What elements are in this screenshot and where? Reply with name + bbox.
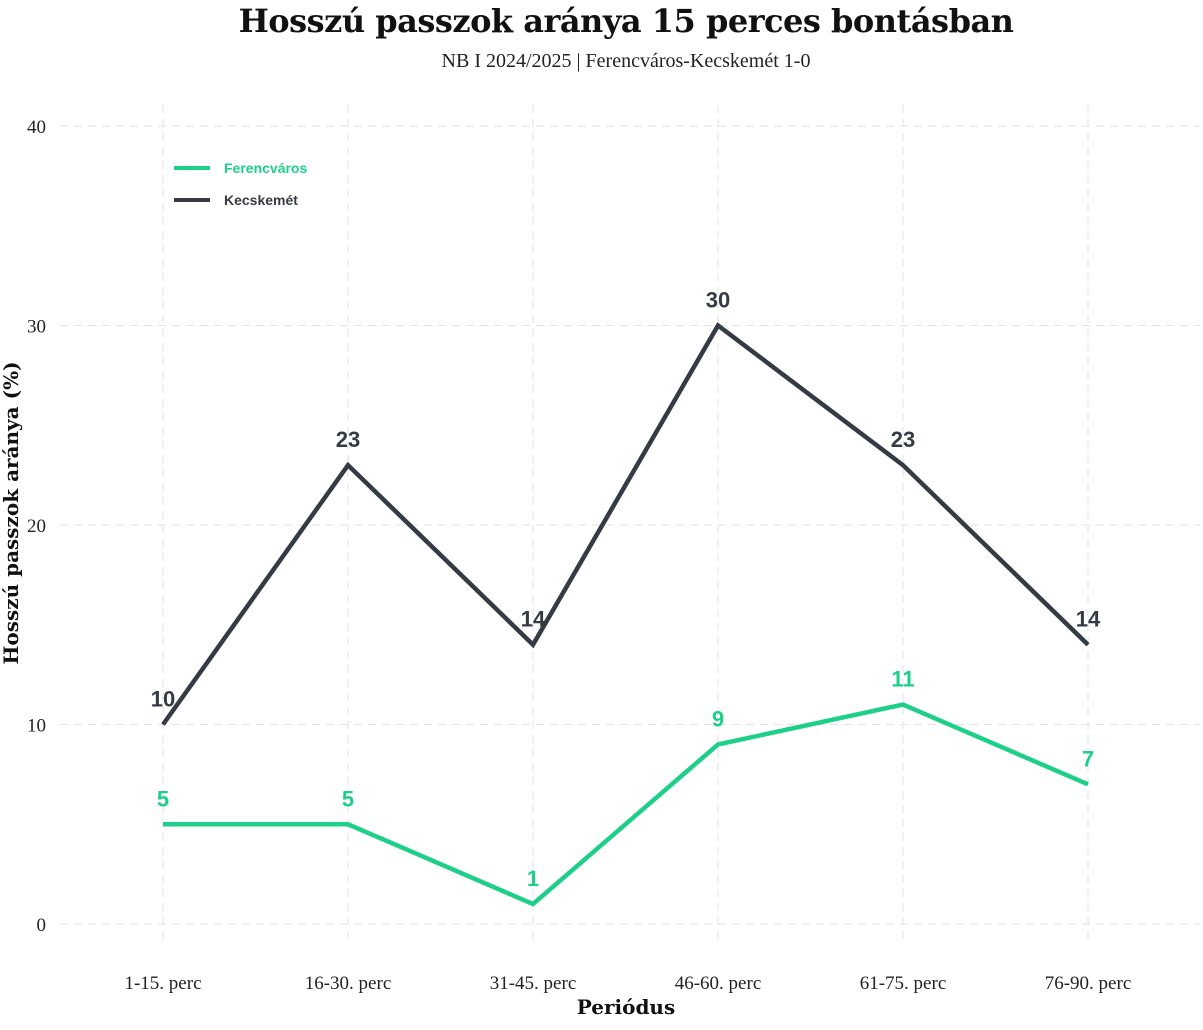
y-axis-ticks: 0 10 20 30 40 — [27, 117, 46, 936]
legend-label: Kecskemét — [224, 192, 298, 208]
data-labels: 5 5 1 9 11 7 10 23 14 30 23 14 — [151, 288, 1101, 892]
chart-title: Hosszú passzok aránya 15 perces bontásba… — [238, 2, 1014, 40]
y-tick-label: 30 — [27, 317, 46, 338]
x-tick-label: 31-45. perc — [490, 973, 577, 994]
legend: Ferencváros Kecskemét — [174, 160, 307, 208]
data-label: 5 — [342, 786, 354, 811]
x-tick-label: 1-15. perc — [124, 973, 201, 994]
data-label: 5 — [157, 786, 169, 811]
grid — [60, 105, 1200, 940]
data-label: 14 — [1076, 607, 1101, 632]
x-axis-ticks: 1-15. perc 16-30. perc 31-45. perc 46-60. p… — [124, 973, 1131, 994]
data-label: 7 — [1082, 746, 1094, 771]
data-label: 30 — [706, 288, 730, 313]
x-tick-label: 61-75. perc — [860, 973, 947, 994]
data-label: 9 — [712, 706, 724, 731]
series-line-0 — [163, 702, 1089, 907]
data-label: 14 — [521, 607, 546, 632]
x-axis-title: Periódus — [577, 995, 676, 1019]
y-axis-title: Hosszú passzok aránya (%) — [0, 361, 23, 664]
series-lines — [161, 322, 1090, 907]
data-label: 10 — [151, 687, 175, 712]
y-tick-label: 0 — [37, 915, 47, 936]
chart-subtitle: NB I 2024/2025 | Ferencváros-Kecskemét 1… — [441, 50, 811, 72]
series-line-1 — [161, 322, 1090, 726]
y-tick-label: 40 — [27, 117, 46, 138]
x-tick-label: 76-90. perc — [1045, 973, 1132, 994]
data-label: 1 — [527, 866, 539, 891]
y-tick-label: 10 — [27, 716, 46, 737]
legend-label: Ferencváros — [224, 160, 307, 176]
y-tick-label: 20 — [27, 516, 46, 537]
data-label: 23 — [336, 427, 360, 452]
data-label: 11 — [891, 667, 914, 692]
x-tick-label: 16-30. perc — [305, 973, 392, 994]
x-tick-label: 46-60. perc — [675, 973, 762, 994]
data-label: 23 — [891, 427, 915, 452]
